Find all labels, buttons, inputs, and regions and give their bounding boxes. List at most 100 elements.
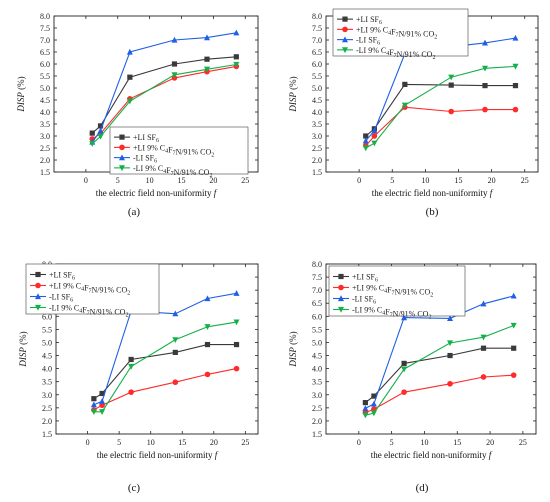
- legend-label: +LI SF6: [133, 133, 159, 144]
- series-li-9-c4f7n-91-co2: [362, 63, 519, 152]
- y-tick-label: 3.5: [312, 120, 322, 129]
- legend-marker: [35, 293, 41, 300]
- legend-label: +LI 9% C4F7N/91% CO2: [352, 284, 433, 299]
- data-point: [172, 310, 179, 317]
- series-li-9-c4f7n-91-co2: [362, 322, 517, 419]
- y-tick-label: 4.5: [42, 352, 52, 361]
- data-point: [204, 56, 210, 62]
- legend-marker: [35, 304, 41, 311]
- legend-marker: [35, 271, 41, 278]
- data-point: [233, 365, 240, 372]
- y-tick-label: 2.0: [40, 156, 50, 165]
- y-tick-label: 2.5: [40, 144, 50, 153]
- y-tick-label: 1.5: [42, 430, 52, 439]
- y-tick-label: 2.0: [312, 417, 322, 426]
- y-tick-label: 6.0: [312, 60, 322, 69]
- data-point: [233, 61, 240, 68]
- data-point: [362, 145, 369, 152]
- x-tick-label: 25: [519, 438, 527, 447]
- data-point: [370, 400, 377, 407]
- data-point: [482, 65, 488, 72]
- legend-label: +LI 9% C4F7N/91% CO2: [356, 25, 437, 40]
- y-tick-label: 5.0: [42, 338, 52, 347]
- y-tick-label: 4.0: [312, 365, 322, 374]
- y-tick-label: 4.0: [42, 365, 52, 374]
- series-line: [365, 347, 514, 404]
- x-tick-label: 15: [453, 438, 461, 447]
- data-point: [128, 356, 134, 363]
- x-tick-label: 0: [357, 438, 361, 447]
- legend-marker: [338, 284, 344, 291]
- y-tick-label: 3.5: [312, 378, 322, 387]
- data-point: [171, 36, 178, 43]
- data-point: [512, 83, 519, 89]
- data-point: [172, 337, 179, 344]
- data-point: [448, 82, 454, 88]
- x-tick-label: 25: [241, 438, 249, 447]
- chart-panel-3: 1.52.02.53.03.54.04.55.05.56.06.57.07.58…: [18, 260, 259, 460]
- x-tick-label: 20: [486, 438, 494, 447]
- x-tick-label: 10: [147, 438, 155, 447]
- legend: +LI SF6+LI 9% C4F7N/91% CO2-LI SF6-LI 9%…: [109, 126, 249, 179]
- legend-marker: [35, 282, 41, 289]
- y-tick-label: 2.0: [42, 417, 52, 426]
- data-point: [97, 127, 104, 134]
- data-point: [448, 74, 455, 81]
- y-tick-label: 5.0: [312, 84, 322, 93]
- y-tick-label: 7.0: [312, 286, 322, 295]
- data-point: [204, 324, 211, 330]
- y-tick-label: 2.5: [42, 404, 52, 413]
- x-tick-label: 5: [390, 438, 394, 447]
- y-tick-label: 4.0: [312, 108, 322, 117]
- data-point: [127, 74, 133, 80]
- legend-marker: [338, 295, 344, 302]
- x-axis-label: the electric field non-uniformity f: [372, 188, 494, 198]
- x-axis-label: the electric field non-uniformity f: [96, 188, 218, 198]
- data-point: [89, 141, 96, 147]
- series-line: [91, 32, 237, 143]
- data-point: [447, 340, 454, 347]
- y-tick-label: 7.0: [312, 36, 322, 45]
- y-tick-label: 6.5: [312, 299, 322, 308]
- chart-panel-1: 1.5 2.0 2.5 3.0 3.5 4.0 4.5 5.0 5.5 6.0 6.5 7.0 7.5 8…: [16, 12, 259, 198]
- data-point: [97, 133, 104, 140]
- data-point: [482, 106, 488, 113]
- x-tick-label: 10: [421, 176, 429, 185]
- legend-label: -LI SF6: [352, 295, 376, 306]
- y-axis-label: DISP (%): [18, 331, 28, 367]
- y-tick-label: 2.5: [312, 404, 322, 413]
- data-point: [480, 374, 487, 380]
- data-point: [171, 72, 178, 78]
- data-point: [233, 29, 240, 36]
- data-point: [126, 98, 133, 105]
- legend: +LI SF6+LI 9% C4F7N/91% CO2-LI SF6-LI 9%…: [328, 265, 466, 321]
- x-tick-label: 15: [178, 176, 186, 185]
- legend-marker: [342, 36, 348, 43]
- data-point: [204, 371, 211, 378]
- legend-label: +LI SF6: [356, 15, 382, 26]
- data-point: [401, 102, 408, 109]
- series-li-9-c4f7n-91-co2: [91, 365, 240, 413]
- legend-label: +LI 9% C4F7N/91% CO2: [133, 143, 214, 158]
- x-tick-label: 20: [209, 176, 217, 185]
- legend-label: -LI 9% C4F7N/91% CO2: [352, 306, 431, 321]
- y-tick-label: 3.0: [40, 132, 50, 141]
- panel-label-1: (a): [128, 206, 141, 218]
- y-axis-label: DISP (%): [16, 76, 26, 112]
- x-tick-label: 10: [146, 176, 154, 185]
- data-point: [362, 400, 368, 406]
- x-tick-label: 5: [390, 176, 394, 185]
- data-point: [363, 133, 369, 139]
- data-point: [90, 409, 97, 415]
- y-tick-label: 5.0: [40, 84, 50, 93]
- data-point: [482, 39, 488, 46]
- data-point: [362, 137, 369, 144]
- y-tick-label: 6.0: [312, 312, 322, 321]
- series-line: [93, 321, 237, 413]
- x-tick-label: 20: [210, 438, 218, 447]
- legend-label: +LI SF6: [49, 271, 75, 282]
- data-point: [204, 295, 211, 302]
- data-point: [362, 405, 369, 411]
- panel-label-3: (c): [128, 482, 141, 494]
- x-tick-label: 10: [420, 438, 428, 447]
